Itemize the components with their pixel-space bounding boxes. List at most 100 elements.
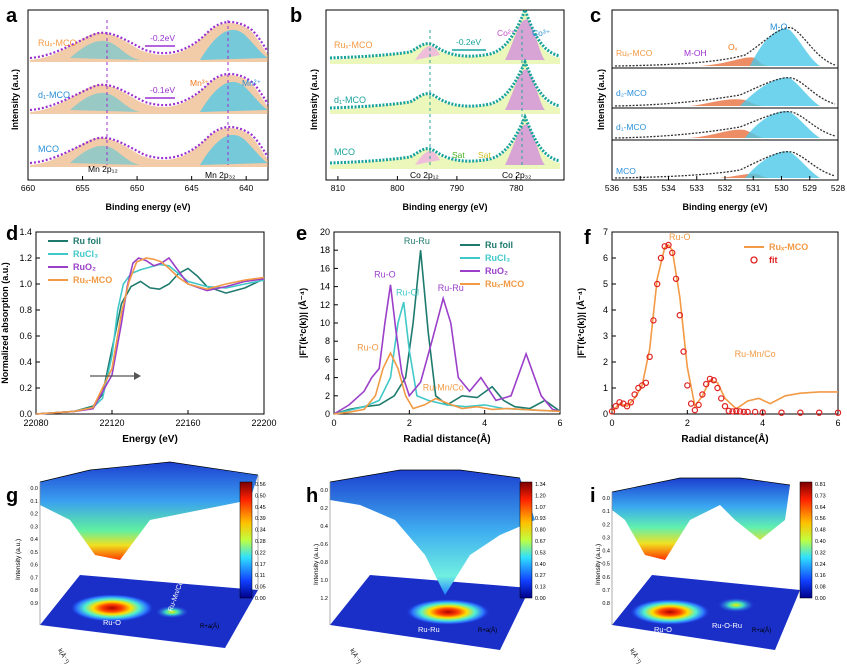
panel-b-label-d1: d₁-MCO xyxy=(334,95,366,105)
ytick-label: 0.6 xyxy=(19,331,32,341)
z-tick-label: 0.5 xyxy=(30,550,38,556)
panel-a-spectra xyxy=(29,20,269,167)
legend-label: RuCl₃ xyxy=(485,253,510,263)
z-tick-label: 0.8 xyxy=(602,601,610,607)
panel-b-xticks: 810 800 790 780 xyxy=(331,176,524,193)
panel-i-surface xyxy=(612,478,790,560)
panel-g-coolspot xyxy=(156,606,188,618)
z-tick-label: 1.2 xyxy=(320,596,328,602)
z-tick-label: 0.0 xyxy=(30,486,38,492)
panel-g: g Ru-O Ru-Mn/Co Intensity (a.u.) k(Å⁻¹) … xyxy=(6,461,266,665)
xtick-label: 22120 xyxy=(99,418,124,428)
panel-g-colorbar-labels: 0.56 0.50 0.45 0.39 0.34 0.28 0.22 0.17 0.11 0.05… xyxy=(255,482,266,602)
z-tick-label: 0.5 xyxy=(602,562,610,568)
legend-label: fit xyxy=(769,255,778,265)
peak-annotation: Ru-Cl xyxy=(396,288,419,298)
panel-b-ylabel: Intensity (a.u.) xyxy=(309,69,319,130)
colorbar-tick-label: 0.56 xyxy=(815,516,826,522)
xtick-label: 790 xyxy=(450,183,464,193)
fit-point xyxy=(721,403,729,410)
panel-letter-e: e xyxy=(296,223,307,245)
ytick-label: 0 xyxy=(325,409,330,419)
colorbar-tick-label: 0.11 xyxy=(255,573,265,579)
legend-label: RuCl₃ xyxy=(73,249,98,259)
z-tick-label: 0.4 xyxy=(602,549,610,555)
xtick-label: 4 xyxy=(760,418,765,428)
panel-a-label-mco: MCO xyxy=(38,144,59,154)
panel-b: b Ruₓ-MCO d₁-MCO MCO -0.2eV Co²⁺ Co³⁺ Sa… xyxy=(290,5,565,212)
xtick-label: 22080 xyxy=(23,418,48,428)
peak-annotation: Ru-Mn/Co xyxy=(735,349,776,359)
xtick-label: 640 xyxy=(239,183,253,193)
xtick-label: 528 xyxy=(831,183,845,193)
legend-marker xyxy=(750,256,758,264)
panel-g-zticks: 0.0 0.1 0.2 0.3 0.4 0.5 0.6 0.7 0.8 0.9 xyxy=(30,486,38,607)
colorbar-tick-label: 1.07 xyxy=(535,505,546,511)
panel-c-label-d2: d₂-MCO xyxy=(616,88,647,98)
colorbar-tick-label: 0.53 xyxy=(535,550,546,556)
panel-i-ruo-label: Ru-O xyxy=(654,625,672,634)
fit-point xyxy=(815,409,823,416)
fit-point xyxy=(797,409,804,416)
panel-letter-d: d xyxy=(6,223,18,245)
fit-point xyxy=(680,348,687,355)
panel-b-shift: -0.2eV xyxy=(456,37,481,47)
fit-point xyxy=(706,375,714,383)
ytick-label: 1 xyxy=(603,383,608,393)
fit-point xyxy=(691,406,699,414)
peak-annotation: Ru-Mn/Co xyxy=(423,382,464,392)
panel-b-co3: Co³⁺ xyxy=(532,28,551,38)
fit-point xyxy=(718,395,725,402)
z-tick-label: 0.8 xyxy=(320,560,328,566)
panel-c-ylabel: Intensity (a.u.) xyxy=(596,69,606,130)
peak-annotation: Ru-O xyxy=(669,232,691,242)
colorbar-tick-label: 0.64 xyxy=(815,505,826,511)
series-line-rucl xyxy=(333,301,561,415)
colorbar-tick-label: 0.13 xyxy=(535,585,546,591)
panel-b-frame xyxy=(325,9,565,181)
xtick-label: 529 xyxy=(803,183,817,193)
fit-point xyxy=(669,249,676,256)
panel-letter-g: g xyxy=(6,485,18,507)
fit-point xyxy=(736,408,744,415)
ytick-label: 7 xyxy=(603,227,608,237)
panel-d: d 22080 22120 22160 22200 0.0 0.2 0.4 0.6 0.8 1.0… xyxy=(0,223,277,445)
xtick-label: 536 xyxy=(605,183,619,193)
panel-i-colorbar xyxy=(799,481,813,599)
colorbar-tick-label: 0.00 xyxy=(815,596,826,602)
panel-d-plot: 22080 22120 22160 22200 0.0 0.2 0.4 0.6 0.8 1.0 1.… xyxy=(0,227,277,445)
z-tick-label: 0.6 xyxy=(30,563,38,569)
fit-point xyxy=(676,312,684,319)
xtick-label: 6 xyxy=(557,418,562,428)
panel-letter-b: b xyxy=(290,5,302,27)
xtick-label: 4 xyxy=(482,418,487,428)
panel-h-colorbar xyxy=(519,481,533,599)
panel-g-colorbar xyxy=(239,481,253,599)
panel-h-zlabel: Intensity (a.u.) xyxy=(313,544,320,585)
panel-i-ruoru-label: Ru-O-Ru xyxy=(712,621,742,630)
xtick-label: 660 xyxy=(21,183,35,193)
panel-i-hotspot xyxy=(630,599,710,625)
z-tick-label: 0.8 xyxy=(30,588,38,594)
ytick-label: 12 xyxy=(320,300,330,310)
fit-point xyxy=(699,391,706,398)
panel-g-surface xyxy=(40,462,258,560)
fit-point xyxy=(684,382,691,389)
panel-a-ylabel: Intensity (a.u.) xyxy=(10,69,20,130)
z-tick-label: 0.6 xyxy=(320,542,328,548)
colorbar-tick-label: 0.22 xyxy=(255,550,266,556)
fit-point xyxy=(612,403,619,410)
peak-annotation: Ru-O xyxy=(357,342,379,352)
ytick-label: 4 xyxy=(603,305,608,315)
y-axis-label: |FT(k³c(k))| (Å⁻⁴) xyxy=(298,288,308,358)
y-axis-label: Normalized absorption (a.u.) xyxy=(0,262,10,384)
xtick-label: 655 xyxy=(75,183,89,193)
ytick-label: 1.2 xyxy=(19,253,32,263)
colorbar-tick-label: 0.24 xyxy=(815,562,826,568)
ytick-label: 0.2 xyxy=(19,383,32,393)
z-tick-label: 0.1 xyxy=(602,509,610,515)
panel-i-klabel: k(Å⁻¹) xyxy=(628,648,642,665)
z-tick-label: 0.6 xyxy=(602,575,610,581)
colorbar-tick-label: 0.27 xyxy=(535,573,546,579)
fit-point xyxy=(733,407,740,415)
